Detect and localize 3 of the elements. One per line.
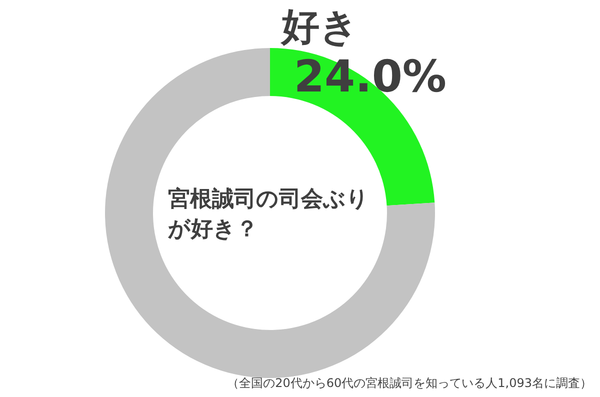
title: 宮根誠司の司会ぶりが好き？ — [168, 187, 369, 242]
text: （全国の20代から60代の宮根誠司を知っている人1,093名に調査） — [227, 376, 592, 390]
slice-label: 好き — [280, 4, 359, 49]
